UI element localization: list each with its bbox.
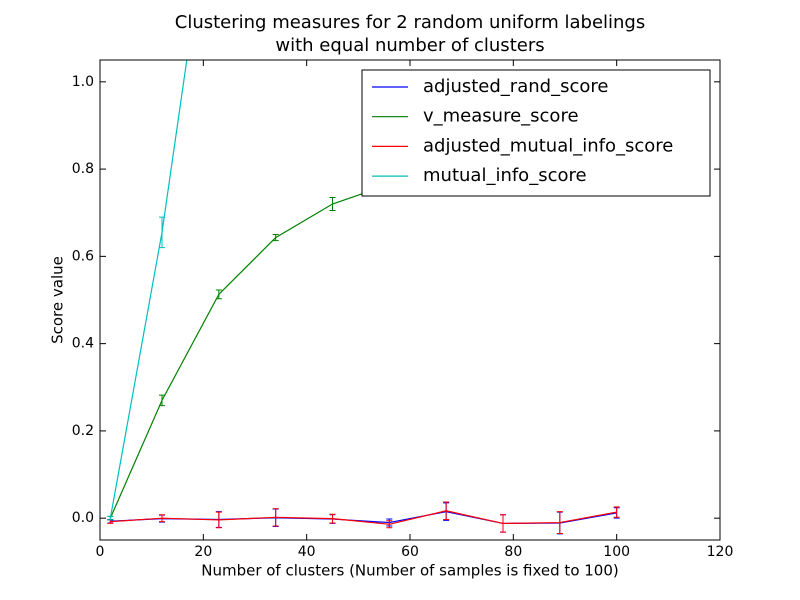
- error-bar-line: [215, 289, 222, 300]
- y-tick-label: 1.0: [72, 74, 94, 90]
- x-tick-label: 20: [194, 544, 212, 560]
- error-bar-line: [272, 508, 279, 527]
- error-bar: [215, 289, 222, 300]
- error-bar: [159, 514, 165, 523]
- y-tick-label: 0.2: [72, 423, 94, 439]
- error-bar-line: [500, 514, 506, 533]
- error-bar: [159, 216, 165, 249]
- error-bar: [329, 196, 336, 212]
- chart-title: Clustering measures for 2 random uniform…: [175, 12, 645, 33]
- error-bar-line: [107, 515, 114, 521]
- error-bar-line: [159, 514, 165, 523]
- x-tick-label: 60: [401, 544, 419, 560]
- y-tick-label: 0.6: [72, 248, 94, 264]
- error-bar: [107, 515, 114, 521]
- plot-frame: [99, 59, 721, 541]
- x-tick-label: 100: [603, 544, 630, 560]
- x-axis-label: Number of clusters (Number of samples is…: [201, 562, 619, 580]
- error-bar: [443, 501, 450, 520]
- error-bar: [500, 514, 506, 533]
- error-bar-line: [272, 234, 279, 242]
- error-bar: [613, 506, 620, 518]
- y-axis-label: Score value: [49, 256, 67, 344]
- x-tick-label: 80: [504, 544, 522, 560]
- x-tick-label: 120: [707, 544, 734, 560]
- legend-label: adjusted_mutual_info_score: [423, 135, 673, 156]
- error-bar-line: [443, 501, 450, 520]
- error-bar-line: [159, 394, 165, 407]
- legend: adjusted_rand_score v_measure_scoreadjust…: [361, 69, 711, 197]
- y-tick-label: 0.4: [72, 336, 94, 352]
- error-bar-line: [159, 216, 165, 249]
- error-bar-line: [329, 196, 336, 212]
- legend-label: adjusted_rand_score: [423, 76, 608, 97]
- x-tick-label: 0: [96, 544, 105, 560]
- error-bar: [272, 508, 279, 527]
- series-line: [110, 510, 617, 525]
- y-tick-label: 0.8: [72, 161, 94, 177]
- error-bar-line: [215, 511, 222, 529]
- error-bar: [159, 394, 165, 407]
- error-bar-line: [329, 513, 336, 524]
- error-bar-line: [386, 520, 393, 529]
- x-tick-label: 40: [298, 544, 316, 560]
- error-bar-line: [556, 511, 563, 534]
- error-bar-line: [613, 506, 620, 518]
- legend-box: [361, 69, 711, 197]
- error-bar: [329, 513, 336, 524]
- error-bar: [215, 511, 222, 529]
- error-bar: [556, 511, 563, 534]
- y-tick-label: 0.0: [72, 510, 94, 526]
- error-bar: [386, 520, 393, 529]
- error-bar: [272, 234, 279, 242]
- legend-label: mutual_info_score: [423, 165, 587, 186]
- legend-label: v_measure_score: [423, 106, 579, 127]
- chart-title: with equal number of clusters: [275, 35, 544, 56]
